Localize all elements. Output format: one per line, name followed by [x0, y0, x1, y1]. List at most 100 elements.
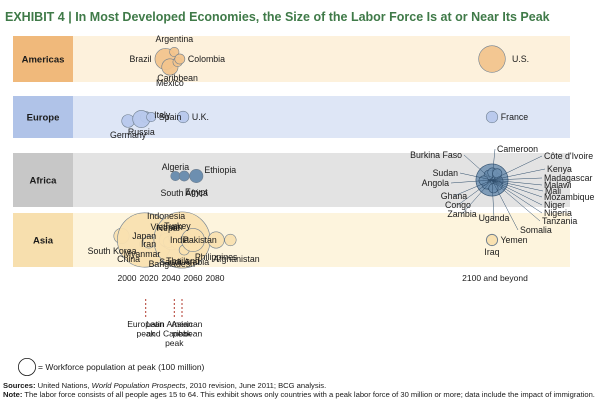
peak-annotation-0-line-0: European — [127, 319, 164, 329]
label-italy: Italy — [154, 110, 171, 120]
leader-madagascar — [491, 177, 543, 181]
label-afghanistan: Afghanistan — [213, 254, 260, 264]
bubble-u-s — [478, 45, 506, 73]
europe-label-box — [13, 96, 73, 138]
bubble-france — [485, 110, 499, 124]
peak-annotation-1-line-1: and Caribbean — [146, 329, 202, 339]
label-spain: Spain — [159, 112, 182, 122]
label-iraq: Iraq — [484, 247, 499, 257]
region-bands: Americas Europe Africa Asia — [13, 36, 570, 267]
bubble-u-k — [177, 110, 190, 124]
label-argentina: Argentina — [155, 34, 193, 44]
exhibit-label: EXHIBIT 4 — [5, 10, 68, 24]
label-turkey: Turkey — [164, 221, 191, 231]
label-u-k: U.K. — [192, 112, 209, 122]
legend-text: = Workforce population at peak (100 mill… — [38, 362, 205, 372]
label-madagascar: Madagascar — [544, 173, 592, 183]
label-c-te-d-ivoire: Côte d'Ivoire — [544, 151, 593, 161]
label-japan: Japan — [132, 231, 156, 241]
bubble-argentina — [169, 46, 180, 58]
label-myanmar: Myanmar — [124, 249, 161, 259]
label-philippines: Philippines — [195, 252, 238, 262]
label-malawi: Malawi — [544, 180, 571, 190]
leader-kenya — [491, 168, 546, 181]
bubble-pakistan — [181, 228, 205, 252]
label-caribbean: Caribbean — [157, 73, 198, 83]
note-line: Note: The labor force consists of all pe… — [3, 390, 597, 399]
africa-label-box — [13, 153, 73, 207]
bubble-niger — [492, 168, 503, 179]
title-separator: | — [68, 10, 75, 24]
label-brazil: Brazil — [130, 54, 152, 64]
peak-annotation-2-line-1: peak — [173, 329, 192, 339]
label-germany: Germany — [110, 130, 147, 140]
bubble-spain — [146, 111, 157, 123]
label-iran: Iran — [141, 239, 156, 249]
label-congo: Congo — [445, 200, 471, 210]
label-ghana: Ghana — [441, 191, 468, 201]
x-tick-2060: 2060 — [184, 273, 203, 283]
leader-angola — [450, 179, 493, 184]
leader-congo — [457, 179, 493, 206]
label-cameroon: Cameroon — [497, 144, 538, 154]
bubble-philippines — [207, 231, 225, 249]
leader-nigeria — [491, 179, 543, 214]
bubble-south-africa — [178, 170, 190, 182]
label-russia: Russia — [128, 127, 155, 137]
sources-text-1: United Nations, — [37, 381, 90, 390]
label-zambia: Zambia — [447, 209, 476, 219]
sources-text-2: , 2010 revision, June 2011; BCG analysis… — [185, 381, 327, 390]
americas-band — [13, 36, 570, 82]
label-uganda: Uganda — [479, 213, 510, 223]
note-label: Note: — [3, 390, 23, 399]
note-text: The labor force consists of all people a… — [24, 390, 595, 399]
peak-annotation-2-line-0: Asian — [171, 319, 193, 329]
peak-annotation-1-line-2: peak — [165, 338, 184, 348]
leader-niger — [491, 179, 543, 206]
sources-line: Sources: United Nations, World Populatio… — [3, 381, 597, 390]
label-algeria: Algeria — [162, 162, 189, 172]
peak-lines — [145, 299, 183, 318]
label-sudan: Sudan — [433, 168, 459, 178]
label-kenya: Kenya — [547, 164, 572, 174]
leader-tanzania — [491, 179, 541, 222]
leader-mozambique — [491, 179, 543, 198]
size-legend: = Workforce population at peak (100 mill… — [17, 357, 205, 376]
leader-malawi — [491, 179, 543, 186]
label-france: France — [501, 112, 528, 122]
title-line: EXHIBIT 4 | In Most Developed Economies,… — [5, 10, 550, 24]
leader-cameroon — [491, 148, 496, 181]
label-china: China — [117, 254, 140, 264]
legend-bubble — [17, 357, 37, 376]
label-vietnam: Vietnam — [151, 222, 183, 232]
label-niger: Niger — [544, 200, 565, 210]
asia-label-box — [13, 213, 73, 267]
label-tanzania: Tanzania — [542, 216, 577, 226]
label-colombia: Colombia — [188, 54, 225, 64]
leader-somalia — [491, 179, 519, 231]
leader-mali — [491, 179, 544, 192]
asia-region-label: Asia — [33, 236, 54, 247]
bubble-algeria — [170, 170, 181, 182]
sources-italic: World Population Prospects — [91, 381, 186, 390]
label-mexico: Mexico — [156, 78, 184, 88]
peak-annotation-1-line-0: Latin American — [146, 319, 202, 329]
label-pakistan: Pakistan — [183, 235, 217, 245]
label-angola: Angola — [422, 178, 449, 188]
chart-title-text: In Most Developed Economies, the Size of… — [75, 10, 549, 24]
label-mozambique: Mozambique — [544, 192, 594, 202]
leader-sudan — [459, 172, 493, 181]
europe-region-label: Europe — [27, 113, 60, 124]
x-tick-2020: 2020 — [140, 273, 159, 283]
label-ethiopia: Ethiopia — [204, 165, 236, 175]
chart-title: EXHIBIT 4 | In Most Developed Economies,… — [5, 10, 550, 24]
x-tick-2100-and-beyond: 2100 and beyond — [462, 273, 528, 283]
leader-ghana — [453, 179, 493, 197]
africa-region-label: Africa — [30, 176, 58, 187]
x-tick-2000: 2000 — [118, 273, 137, 283]
bubble-afghanistan — [224, 233, 237, 247]
label-burkina-faso: Burkina Faso — [410, 150, 462, 160]
